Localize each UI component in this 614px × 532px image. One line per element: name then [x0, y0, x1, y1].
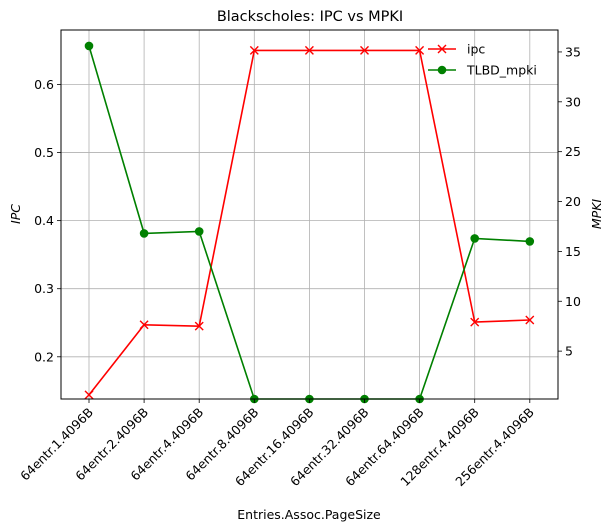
legend: ipc TLBD_mpki — [428, 42, 537, 78]
data-point-ipc — [415, 45, 425, 55]
legend-item-TLBD_mpki: TLBD_mpki — [428, 63, 537, 78]
y-axis-left-label: IPC — [8, 204, 23, 224]
y-axis-left: 0.2 0.3 0.4 0.5 0.6 — [34, 77, 61, 364]
data-point-ipc — [139, 320, 149, 330]
data-point-TLBD_mpki — [525, 237, 535, 246]
legend-label: TLBD_mpki — [466, 63, 537, 78]
data-point-ipc — [194, 321, 204, 331]
y-left-tick-label: 0.5 — [34, 145, 54, 160]
y-axis-right: 5 10 15 20 25 30 35 — [558, 44, 581, 359]
chart-title: Blackscholes: IPC vs MPKI — [217, 9, 403, 25]
grid — [61, 30, 558, 399]
y-right-tick-label: 10 — [565, 294, 581, 309]
data-point-ipc — [360, 45, 369, 55]
data-point-TLBD_mpki — [194, 227, 204, 236]
data-point-TLBD_mpki — [470, 234, 480, 243]
y-right-tick-label: 15 — [565, 244, 581, 259]
y-axis-right-label: MPKI — [589, 199, 604, 230]
legend-label: ipc — [467, 42, 485, 57]
data-point-TLBD_mpki — [84, 41, 94, 51]
y-left-tick-label: 0.6 — [34, 77, 54, 92]
data-point-TLBD_mpki — [139, 229, 149, 238]
y-right-tick-label: 20 — [565, 194, 581, 209]
x-axis: 64entr.1.4096B64entr.2.4096B64entr.4.409… — [17, 399, 537, 489]
y-right-tick-label: 35 — [565, 44, 581, 59]
data-point-ipc — [84, 390, 94, 400]
data-point-ipc — [304, 45, 314, 55]
x-axis-label: Entries.Assoc.PageSize — [237, 507, 381, 522]
legend-item-ipc: ipc — [428, 42, 485, 57]
y-left-tick-label: 0.2 — [34, 349, 54, 364]
y-left-tick-label: 0.4 — [34, 213, 54, 228]
y-right-tick-label: 25 — [565, 144, 581, 159]
data-point-ipc — [249, 45, 259, 55]
data-point-ipc — [470, 317, 480, 327]
y-right-tick-label: 5 — [565, 344, 573, 359]
data-point-ipc — [525, 315, 535, 325]
y-left-tick-label: 0.3 — [34, 281, 54, 296]
y-right-tick-label: 30 — [565, 94, 581, 109]
